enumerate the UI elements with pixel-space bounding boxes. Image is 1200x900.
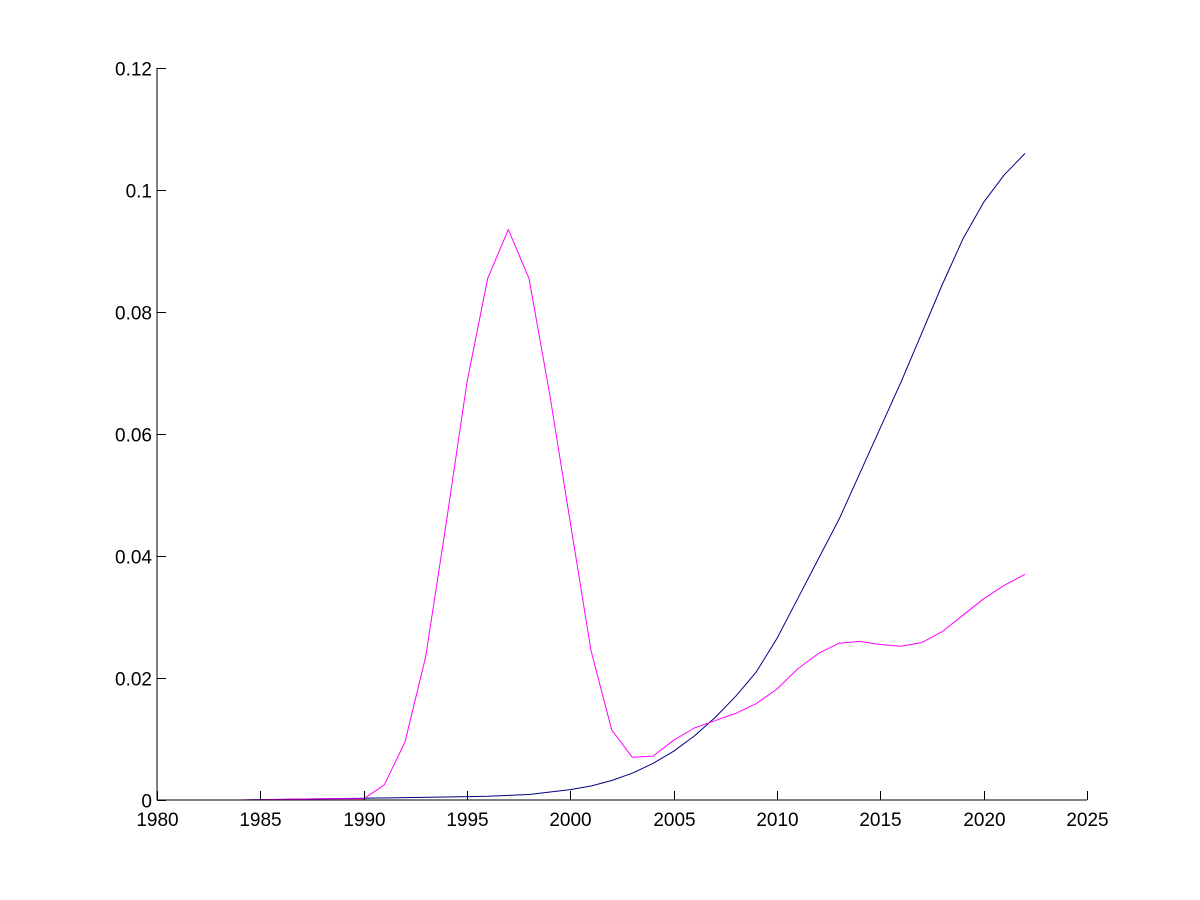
y-tick-label: 0.02 (115, 670, 152, 691)
x-tick-label: 2015 (859, 810, 901, 831)
axes-layer (156, 68, 1087, 801)
y-tick-label: 0.06 (115, 426, 152, 447)
x-tick-label: 1985 (239, 810, 281, 831)
y-tick-label: 0.1 (126, 182, 152, 203)
series-layer (157, 153, 1026, 801)
x-tick-label: 1990 (343, 810, 385, 831)
x-tick-label: 1980 (136, 810, 178, 831)
x-tick-label: 2020 (963, 810, 1005, 831)
series-line-1 (157, 153, 1026, 801)
y-tick-label: 0.12 (115, 60, 152, 81)
x-tick-label: 2010 (756, 810, 798, 831)
x-tick-label: 1995 (446, 810, 488, 831)
ticks-layer: 1980 1985 1990 1995 2000 2005 2010 2015 2020 2025… (115, 60, 1109, 832)
y-tick-label: 0.08 (115, 304, 152, 325)
x-tick-label: 2005 (653, 810, 695, 831)
series-line-2 (157, 229, 1026, 801)
x-tick-label: 2000 (549, 810, 591, 831)
y-tick-label: 0.04 (115, 548, 152, 569)
y-tick-label: 0 (141, 792, 152, 813)
x-tick-label: 2025 (1066, 810, 1108, 831)
